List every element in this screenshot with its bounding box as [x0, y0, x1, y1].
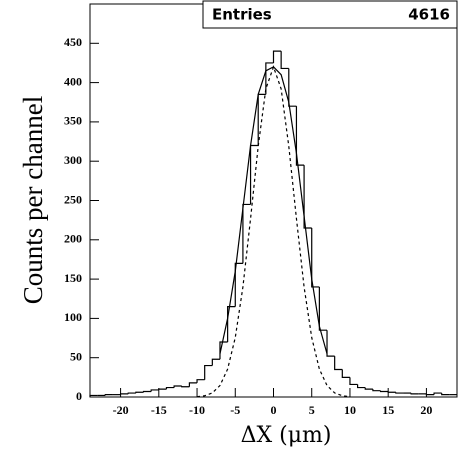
stats-label: Entries — [212, 6, 272, 24]
y-axis-label: Counts per channel — [18, 96, 48, 304]
histogram-bin — [433, 392, 442, 395]
histogram-bin — [272, 50, 282, 63]
histogram-bin — [142, 390, 152, 393]
histogram-bin — [349, 377, 358, 386]
histogram-bin — [150, 389, 159, 392]
histogram-bin — [227, 306, 236, 342]
histogram-bin — [234, 262, 243, 307]
histogram-bin — [357, 384, 366, 389]
histogram-bin — [119, 393, 129, 395]
histogram-bin — [372, 389, 381, 392]
histogram-bin — [135, 391, 144, 394]
histogram-bin — [158, 388, 167, 390]
histogram-bin — [211, 358, 220, 366]
histogram-bin — [181, 385, 190, 388]
histogram-bin — [425, 393, 435, 396]
histogram-bin — [288, 68, 297, 107]
histogram-bin — [204, 364, 213, 380]
histogram-bin — [127, 392, 136, 394]
x-tick-label: -5 — [230, 403, 240, 417]
x-tick-label: 20 — [420, 403, 432, 417]
histogram-bin — [341, 369, 350, 378]
histogram-bin — [104, 394, 113, 396]
x-tick-label: -15 — [151, 403, 167, 417]
fit-curve — [219, 66, 328, 354]
histogram-bin — [196, 379, 205, 383]
histogram-bin — [173, 385, 182, 388]
y-tick-label: 350 — [64, 114, 82, 128]
y-tick-label: 400 — [64, 74, 82, 88]
y-tick-label: 250 — [64, 192, 82, 206]
fit-curve — [196, 65, 351, 398]
stats-value: 4616 — [408, 6, 450, 24]
histogram-bin — [188, 382, 198, 387]
histogram-bin — [395, 392, 404, 394]
histogram-bin — [326, 330, 335, 357]
histogram-bin — [387, 391, 396, 393]
y-tick-label: 300 — [64, 153, 82, 167]
histogram-bin — [318, 286, 328, 331]
histogram-bin — [364, 387, 373, 390]
y-tick-label: 150 — [64, 271, 82, 285]
x-axis-label: ΔX (μm) — [241, 423, 332, 448]
x-tick-label: 10 — [344, 403, 356, 417]
x-tick-label: -20 — [113, 403, 129, 417]
histogram-bin — [280, 51, 289, 70]
stats-box — [202, 0, 458, 29]
y-tick-label: 50 — [70, 349, 82, 363]
x-tick-label: -10 — [189, 403, 205, 417]
x-tick-label: 5 — [309, 403, 315, 417]
histogram-bin — [165, 386, 175, 390]
y-tick-label: 0 — [76, 389, 82, 403]
histogram-bin — [295, 106, 305, 166]
x-tick-label: 15 — [382, 403, 394, 417]
histogram-bin — [311, 228, 320, 288]
histogram-bin — [441, 393, 450, 396]
x-tick-label: 0 — [271, 403, 277, 417]
histogram-bin — [410, 393, 419, 395]
histogram-bin — [334, 356, 343, 371]
y-tick-label: 450 — [64, 35, 82, 49]
histogram-bin — [379, 390, 389, 393]
y-tick-label: 100 — [64, 310, 82, 324]
histogram-bin — [89, 394, 98, 397]
histogram-bin — [303, 165, 312, 229]
histogram-bin — [265, 62, 274, 95]
histogram-bin — [249, 144, 259, 205]
y-tick-label: 200 — [64, 232, 82, 246]
